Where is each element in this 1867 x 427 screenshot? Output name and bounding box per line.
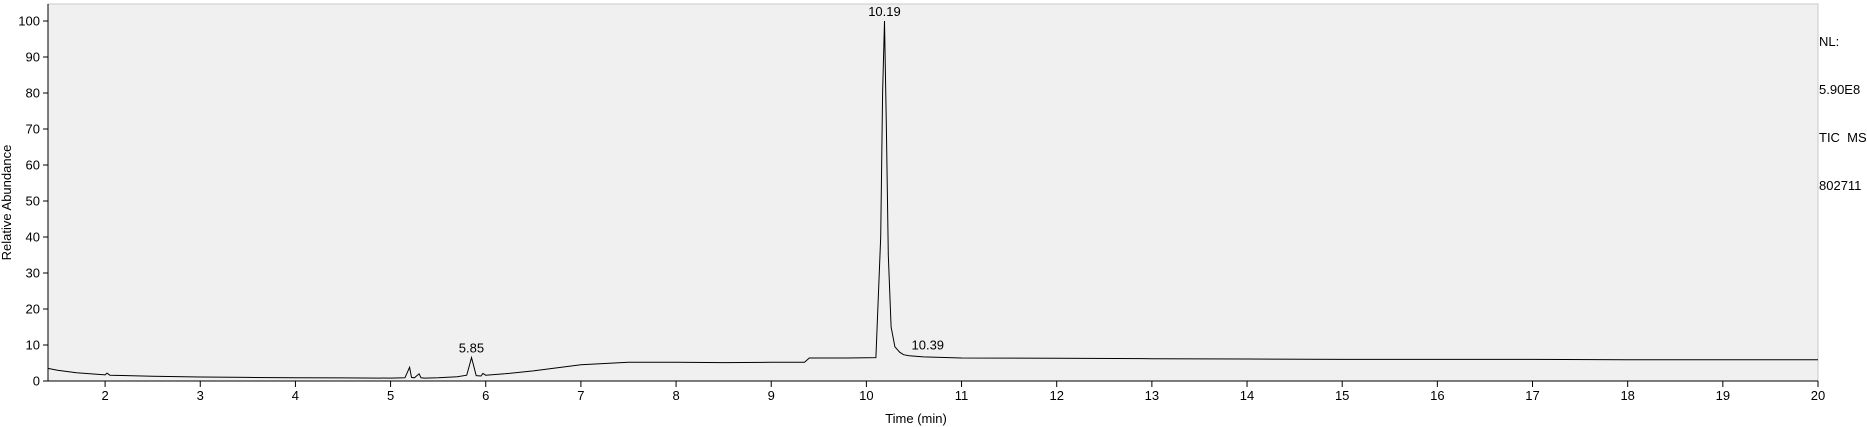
x-tick-label: 6 <box>482 388 489 403</box>
x-tick-label: 12 <box>1049 388 1063 403</box>
y-tick-label: 50 <box>26 194 40 209</box>
sample-name: 802711 <box>1819 178 1862 193</box>
x-tick-label: 15 <box>1335 388 1349 403</box>
y-tick-label: 60 <box>26 158 40 173</box>
x-axis-title: Time (min) <box>885 411 947 426</box>
y-tick-label: 70 <box>26 122 40 137</box>
x-tick-label: 5 <box>387 388 394 403</box>
nl-value: 5.90E8 <box>1819 82 1861 97</box>
trace-info-panel: NL: 5.90E8 TIC MS 802711 <box>1819 2 1867 210</box>
y-tick-label: 10 <box>26 338 40 353</box>
y-axis-title: Relative Abundance <box>0 145 14 261</box>
y-tick-label: 80 <box>26 86 40 101</box>
x-tick-label: 9 <box>768 388 775 403</box>
x-tick-label: 4 <box>292 388 299 403</box>
nl-label: NL: <box>1819 34 1840 49</box>
x-tick-label: 11 <box>955 388 969 403</box>
x-tick-label: 13 <box>1145 388 1159 403</box>
x-tick-label: 20 <box>1811 388 1825 403</box>
y-tick-label: 0 <box>33 374 40 389</box>
x-tick-label: 10 <box>859 388 873 403</box>
scan-filter: TIC MS <box>1819 130 1867 145</box>
x-tick-label: 8 <box>672 388 679 403</box>
plot-area <box>47 3 1819 382</box>
x-tick-label: 7 <box>577 388 584 403</box>
y-tick-label: 100 <box>18 14 40 29</box>
x-tick-label: 16 <box>1430 388 1444 403</box>
x-tick-label: 17 <box>1525 388 1539 403</box>
y-tick-label: 90 <box>26 50 40 65</box>
x-tick-label: 2 <box>101 388 108 403</box>
y-tick-label: 20 <box>26 302 40 317</box>
x-tick-label: 18 <box>1620 388 1634 403</box>
x-tick-label: 19 <box>1716 388 1730 403</box>
peak-label: 10.19 <box>868 4 901 19</box>
x-axis-ticks: 2 3 4 5 6 7 8 9 10 11 12 13 14 15 16 17 18 19 20 <box>101 381 1825 403</box>
peak-label: 5.85 <box>459 341 484 356</box>
y-axis-ticks: 0 10 20 30 40 50 60 70 80 90 100 <box>18 14 48 389</box>
y-tick-label: 30 <box>26 266 40 281</box>
y-tick-label: 40 <box>26 230 40 245</box>
tic-trace-line <box>47 20 1818 379</box>
x-tick-label: 3 <box>197 388 204 403</box>
peak-label: 10.39 <box>912 338 945 353</box>
x-tick-label: 14 <box>1240 388 1254 403</box>
peak-labels: 10.19 5.85 10.39 <box>459 4 944 356</box>
